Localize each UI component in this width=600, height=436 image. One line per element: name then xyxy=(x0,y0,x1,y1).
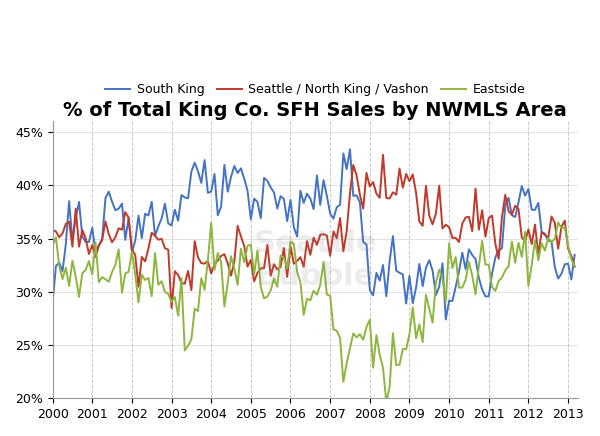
Seattle / North King / Vashon xyxy=(168,306,175,311)
South King xyxy=(495,248,502,253)
Seattle / North King / Vashon xyxy=(495,256,502,261)
Eastside xyxy=(218,259,225,265)
Eastside xyxy=(383,400,390,405)
Line: Eastside: Eastside xyxy=(53,222,575,402)
Title: % of Total King Co. SFH Sales by NWMLS Area: % of Total King Co. SFH Sales by NWMLS A… xyxy=(64,101,567,120)
Seattle / North King / Vashon xyxy=(571,264,578,269)
Seattle / North King / Vashon xyxy=(436,183,443,188)
South King xyxy=(218,204,225,209)
Seattle / North King / Vashon xyxy=(221,252,228,257)
Line: South King: South King xyxy=(53,149,575,320)
Line: Seattle / North King / Vashon: Seattle / North King / Vashon xyxy=(53,155,575,308)
Eastside xyxy=(194,308,202,313)
Eastside xyxy=(386,384,393,389)
Eastside xyxy=(432,280,439,286)
South King xyxy=(432,293,439,298)
Seattle / North King / Vashon xyxy=(379,152,386,157)
Legend: South King, Seattle / North King / Vashon, Eastside: South King, Seattle / North King / Vasho… xyxy=(100,78,530,101)
Eastside xyxy=(492,288,499,293)
South King xyxy=(386,259,393,264)
South King xyxy=(571,252,578,257)
South King xyxy=(346,146,353,152)
South King xyxy=(442,317,449,322)
Seattle / North King / Vashon xyxy=(260,266,268,271)
Text: Seattle
Bubble: Seattle Bubble xyxy=(254,228,377,291)
South King xyxy=(257,216,265,221)
Eastside xyxy=(571,264,578,269)
Eastside xyxy=(49,243,56,248)
Seattle / North King / Vashon xyxy=(389,190,397,195)
Eastside xyxy=(257,284,265,290)
Eastside xyxy=(554,220,562,225)
South King xyxy=(194,169,202,174)
Seattle / North King / Vashon xyxy=(49,228,56,233)
Seattle / North King / Vashon xyxy=(197,261,205,266)
South King xyxy=(49,300,56,306)
